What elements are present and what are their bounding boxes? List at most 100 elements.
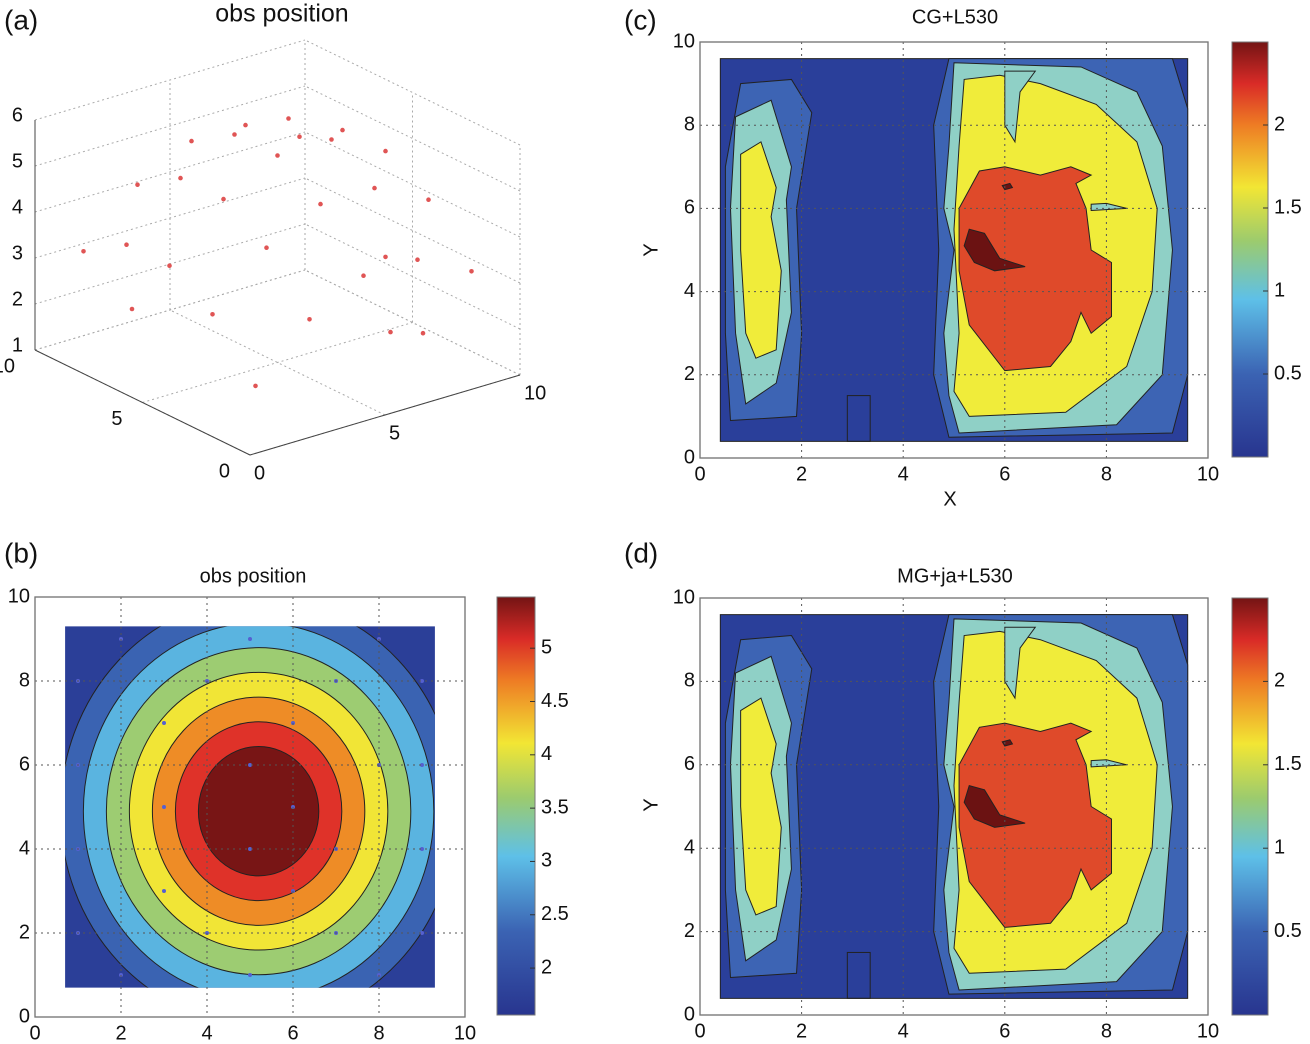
x-tick-label: 2 bbox=[796, 463, 807, 485]
contour-band bbox=[1001, 182, 1014, 191]
point bbox=[340, 127, 345, 133]
door bbox=[846, 395, 871, 442]
y-tick-label: 8 bbox=[684, 670, 695, 692]
x-tick-label: 10 bbox=[1197, 463, 1219, 485]
panel-label: (d) bbox=[624, 537, 658, 568]
x-tick-label: 10 bbox=[454, 1022, 476, 1044]
contour-band bbox=[1090, 202, 1127, 212]
colorbar-tick-label: 2 bbox=[1274, 113, 1285, 135]
y-tick-label: 0 bbox=[219, 460, 230, 482]
colorbar-tick-label: 3 bbox=[541, 850, 552, 872]
colorbar-tick-label: 2 bbox=[541, 956, 552, 978]
x-tick-label: 8 bbox=[1101, 1020, 1112, 1042]
colorbar-tick-label: 0.5 bbox=[1274, 362, 1302, 384]
point bbox=[210, 312, 215, 317]
y-tick-label: 4 bbox=[684, 836, 695, 858]
x-tick-label: 4 bbox=[201, 1022, 212, 1044]
point bbox=[469, 269, 474, 274]
colorbar-tick-label: 1.5 bbox=[1274, 196, 1302, 218]
y-tick-label: 8 bbox=[684, 113, 695, 135]
grid-line bbox=[34, 39, 306, 121]
x-tick-label: 2 bbox=[115, 1022, 126, 1044]
colorbar-tick-label: 4 bbox=[541, 743, 552, 765]
z-tick-label: 1 bbox=[12, 334, 23, 356]
point bbox=[129, 306, 135, 312]
colorbar-tick-label: 1 bbox=[1274, 279, 1285, 301]
y-tick-label: 10 bbox=[673, 586, 695, 608]
x-tick-label: 0 bbox=[254, 462, 265, 484]
colorbar bbox=[1231, 597, 1269, 1016]
point bbox=[264, 245, 269, 250]
point bbox=[124, 242, 129, 247]
point bbox=[420, 763, 424, 767]
y-tick-label: 10 bbox=[673, 30, 695, 52]
y-tick-label: 5 bbox=[111, 408, 122, 430]
y-tick-label: 4 bbox=[19, 837, 30, 859]
contour-band bbox=[1001, 739, 1014, 747]
point bbox=[426, 197, 431, 202]
point bbox=[383, 148, 388, 154]
point bbox=[248, 763, 252, 767]
contour-band bbox=[963, 785, 1026, 828]
colorbar-tick-label: 3.5 bbox=[541, 796, 569, 818]
point bbox=[167, 263, 172, 269]
axis-line bbox=[249, 374, 521, 456]
point bbox=[248, 847, 252, 851]
chart-title: MG+ja+L530 bbox=[897, 565, 1013, 587]
grid-line bbox=[34, 85, 306, 167]
y-tick-label: 10 bbox=[8, 585, 30, 607]
contour-layer bbox=[65, 626, 435, 988]
point bbox=[275, 153, 280, 158]
chart-title: obs position bbox=[215, 0, 348, 28]
point bbox=[383, 254, 388, 260]
point bbox=[178, 175, 183, 181]
door bbox=[846, 951, 871, 999]
point bbox=[162, 805, 166, 809]
x-tick-label: 10 bbox=[524, 382, 546, 404]
point bbox=[81, 249, 86, 254]
colorbar bbox=[1231, 41, 1269, 458]
point bbox=[318, 201, 323, 207]
z-tick-label: 6 bbox=[12, 104, 23, 126]
plot-frame bbox=[699, 41, 1209, 459]
colorbar-tick-label: 2.5 bbox=[541, 903, 569, 925]
panel-label: (b) bbox=[4, 537, 38, 568]
point bbox=[162, 889, 166, 893]
y-axis-label: Y bbox=[640, 243, 662, 256]
y-tick-label: 2 bbox=[19, 921, 30, 943]
colorbar-tick-label: 0.5 bbox=[1274, 920, 1302, 942]
contour-band bbox=[197, 746, 320, 877]
point bbox=[232, 132, 237, 137]
grid-line bbox=[34, 131, 306, 213]
point bbox=[135, 182, 140, 187]
x-tick-label: 0 bbox=[29, 1022, 40, 1044]
contour-layer bbox=[719, 614, 1189, 999]
y-tick-label: 2 bbox=[684, 920, 695, 942]
y-tick-label: 6 bbox=[19, 753, 30, 775]
panel-label: (a) bbox=[4, 4, 38, 35]
chart-title: obs position bbox=[200, 565, 307, 587]
x-tick-label: 0 bbox=[694, 1020, 705, 1042]
point bbox=[372, 185, 377, 191]
axis-line bbox=[34, 349, 251, 456]
point bbox=[162, 721, 166, 725]
x-tick-label: 2 bbox=[796, 1020, 807, 1042]
point bbox=[420, 679, 424, 683]
contour-band bbox=[1004, 70, 1037, 144]
point bbox=[329, 137, 334, 142]
colorbar-tick-label: 1.5 bbox=[1274, 753, 1302, 775]
y-tick-label: 6 bbox=[684, 753, 695, 775]
point bbox=[189, 138, 194, 144]
x-axis-label: X bbox=[943, 488, 956, 510]
point bbox=[361, 273, 366, 279]
x-tick-label: 6 bbox=[287, 1022, 298, 1044]
point bbox=[420, 847, 424, 851]
grid-line bbox=[34, 269, 306, 351]
x-tick-label: 4 bbox=[898, 1020, 909, 1042]
y-tick-label: 0 bbox=[684, 1003, 695, 1025]
y-tick-label: 0 bbox=[19, 1005, 30, 1027]
colorbar-tick-label: 1 bbox=[1274, 836, 1285, 858]
y-tick-label: 2 bbox=[684, 363, 695, 385]
